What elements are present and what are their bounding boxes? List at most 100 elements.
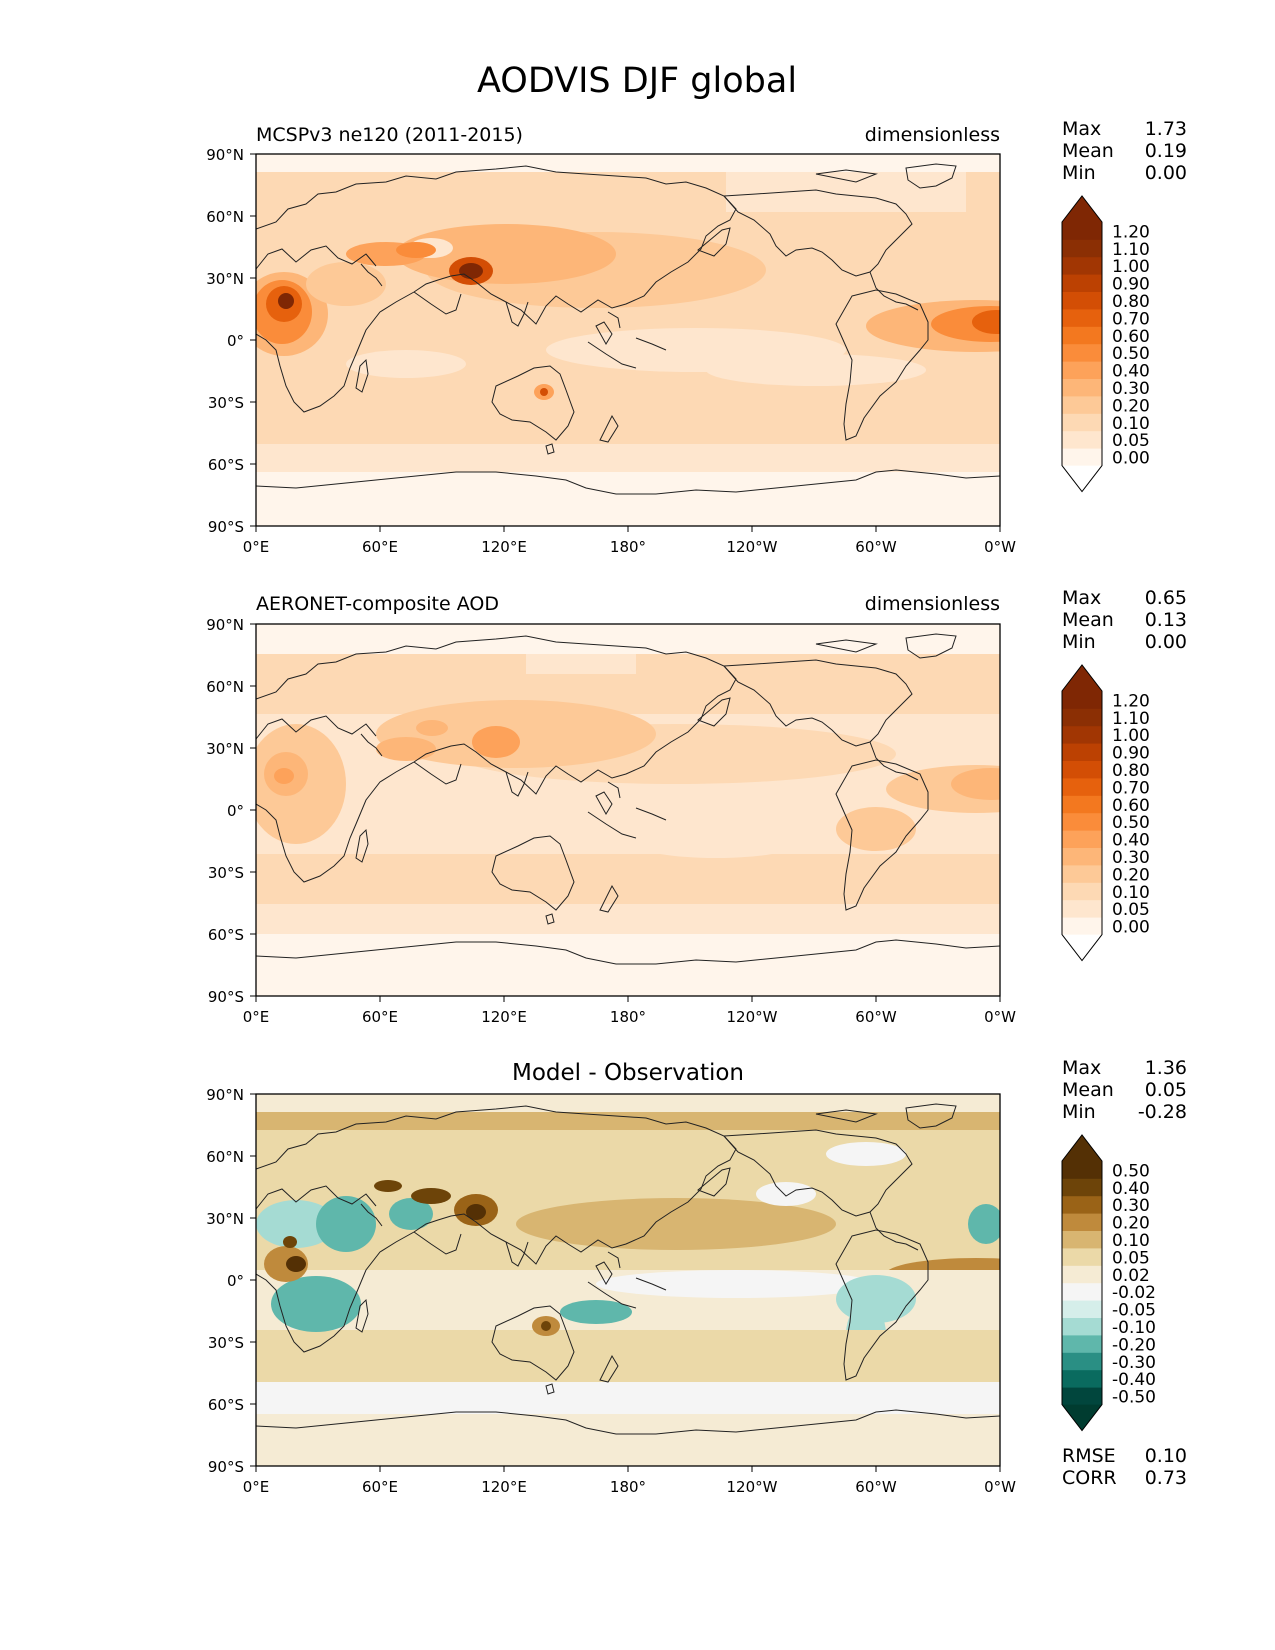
colorbar-segment xyxy=(1062,274,1102,292)
colorbar-tick-label: 0.50 xyxy=(1112,344,1150,364)
colorbar-tick-label: -0.10 xyxy=(1112,1318,1156,1338)
colorbar-extend-top xyxy=(1062,196,1102,222)
panel-2: AERONET-composite AOD dimensionless xyxy=(206,587,1187,1026)
colorbar-tick-label: 0.20 xyxy=(1112,865,1150,885)
panel-3-lon-axis: 0°E 60°E 120°E 180° 120°W 60°W 0°W xyxy=(243,1466,1016,1496)
colorbar-segment xyxy=(1062,1387,1102,1405)
lat-label: 90°S xyxy=(208,988,244,1006)
lat-label: 30°S xyxy=(208,864,244,882)
panel-3-title: Model - Observation xyxy=(512,1060,744,1086)
lat-label: 60°S xyxy=(208,926,244,944)
panel-2-colorbar: 0.000.050.100.200.300.400.500.600.700.80… xyxy=(1061,664,1150,962)
colorbar-tick-label: 0.80 xyxy=(1112,292,1150,312)
colorbar-tick-label: 1.20 xyxy=(1112,222,1150,242)
stat-label: Max xyxy=(1062,1057,1101,1079)
lon-label: 60°E xyxy=(362,538,398,556)
colorbar-segment xyxy=(1062,917,1102,935)
lat-label: 60°S xyxy=(208,1396,244,1414)
stat-label: Min xyxy=(1062,631,1096,653)
colorbar-tick-label: 0.30 xyxy=(1112,379,1150,399)
colorbar-segment xyxy=(1062,1317,1102,1336)
colorbar-outline xyxy=(1061,195,1103,493)
lon-label: 180° xyxy=(610,538,646,556)
colorbar-segment xyxy=(1062,1248,1102,1266)
colorbar-segment xyxy=(1062,326,1102,345)
colorbar-segment xyxy=(1062,1178,1102,1197)
panel-2-stats: Max 0.65 Mean 0.13 Min 0.00 xyxy=(1062,587,1187,653)
stat-value: 0.05 xyxy=(1145,1079,1187,1101)
colorbar-segment xyxy=(1062,865,1102,883)
colorbar-segment xyxy=(1062,1161,1102,1179)
lon-label: 0°W xyxy=(984,1478,1016,1496)
colorbar-segment xyxy=(1062,708,1102,727)
colorbar-segment xyxy=(1062,691,1102,709)
panel-3-stats: Max 1.36 Mean 0.05 Min -0.28 xyxy=(1062,1057,1187,1123)
colorbar-segment xyxy=(1062,812,1102,831)
panel-1-lon-axis: 0°E 60°E 120°E 180° 120°W 60°W 0°W xyxy=(243,526,1016,556)
colorbar-segment xyxy=(1062,1282,1102,1301)
stat-value: 0.13 xyxy=(1145,609,1187,631)
colorbar-segment xyxy=(1062,1213,1102,1231)
colorbar-segment xyxy=(1062,1352,1102,1371)
lon-label: 0°E xyxy=(243,1008,270,1026)
lon-label: 60°W xyxy=(855,1008,897,1026)
colorbar-tick-label: 0.60 xyxy=(1112,327,1150,347)
stat-value: 1.73 xyxy=(1145,118,1187,140)
colorbar-tick-label: 0.90 xyxy=(1112,275,1150,295)
stat-label: Mean xyxy=(1062,140,1114,162)
colorbar-segment xyxy=(1062,448,1102,466)
colorbar-segment xyxy=(1062,378,1102,397)
figure-title: AODVIS DJF global xyxy=(477,61,797,101)
lat-label: 0° xyxy=(227,802,244,820)
stat-label: Max xyxy=(1062,118,1101,140)
stat-label: RMSE xyxy=(1062,1445,1116,1467)
colorbar-tick-label: 0.05 xyxy=(1112,431,1150,451)
lat-label: 0° xyxy=(227,1272,244,1290)
colorbar-segment xyxy=(1062,1195,1102,1214)
lon-label: 0°W xyxy=(984,1008,1016,1026)
panel-1: MCSPv3 ne120 (2011-2015) dimensionless xyxy=(206,118,1187,556)
lon-label: 60°E xyxy=(362,1478,398,1496)
lat-label: 30°S xyxy=(208,394,244,412)
colorbar-tick-label: 1.00 xyxy=(1112,257,1150,277)
lat-label: 30°N xyxy=(206,740,244,758)
lon-label: 120°E xyxy=(481,538,527,556)
lat-label: 30°N xyxy=(206,270,244,288)
stat-value: 0.19 xyxy=(1145,140,1187,162)
lat-label: 90°N xyxy=(206,146,244,164)
lat-label: 90°S xyxy=(208,1458,244,1476)
panel-1-colorbar: 0.000.050.100.200.300.400.500.600.700.80… xyxy=(1061,195,1150,493)
colorbar-tick-label: 0.50 xyxy=(1112,813,1150,833)
colorbar-segment xyxy=(1062,743,1102,761)
stat-value: 0.73 xyxy=(1145,1467,1187,1489)
colorbar-tick-label: 0.80 xyxy=(1112,761,1150,781)
panel-2-lon-axis: 0°E 60°E 120°E 180° 120°W 60°W 0°W xyxy=(243,996,1016,1026)
lat-label: 90°N xyxy=(206,616,244,634)
lat-label: 60°N xyxy=(206,1148,244,1166)
stat-value: 0.00 xyxy=(1145,162,1187,184)
colorbar-tick-label: 0.20 xyxy=(1112,1214,1150,1234)
lon-label: 0°E xyxy=(243,538,270,556)
colorbar-segment xyxy=(1062,1369,1102,1388)
colorbar-tick-label: 0.30 xyxy=(1112,1196,1150,1216)
colorbar-tick-label: 0.60 xyxy=(1112,796,1150,816)
colorbar-tick-label: 0.10 xyxy=(1112,1231,1150,1251)
panel-1-units: dimensionless xyxy=(865,124,1000,146)
lat-label: 60°S xyxy=(208,456,244,474)
colorbar-tick-label: 1.20 xyxy=(1112,691,1150,711)
panel-1-lat-axis: 90°N 60°N 30°N 0° 30°S 60°S 90°S xyxy=(206,146,256,536)
stat-value: 0.65 xyxy=(1145,587,1187,609)
colorbar-tick-label: 0.00 xyxy=(1112,449,1150,469)
lat-label: 60°N xyxy=(206,208,244,226)
lon-label: 0°E xyxy=(243,1478,270,1496)
colorbar-tick-label: 0.50 xyxy=(1112,1161,1150,1181)
colorbar-segment xyxy=(1062,795,1102,814)
colorbar-tick-label: -0.30 xyxy=(1112,1353,1156,1373)
lat-label: 60°N xyxy=(206,678,244,696)
colorbar-segment xyxy=(1062,222,1102,240)
colorbar-segment xyxy=(1062,760,1102,779)
lon-label: 60°W xyxy=(855,538,897,556)
colorbar-segment xyxy=(1062,1230,1102,1249)
colorbar-segment xyxy=(1062,309,1102,327)
